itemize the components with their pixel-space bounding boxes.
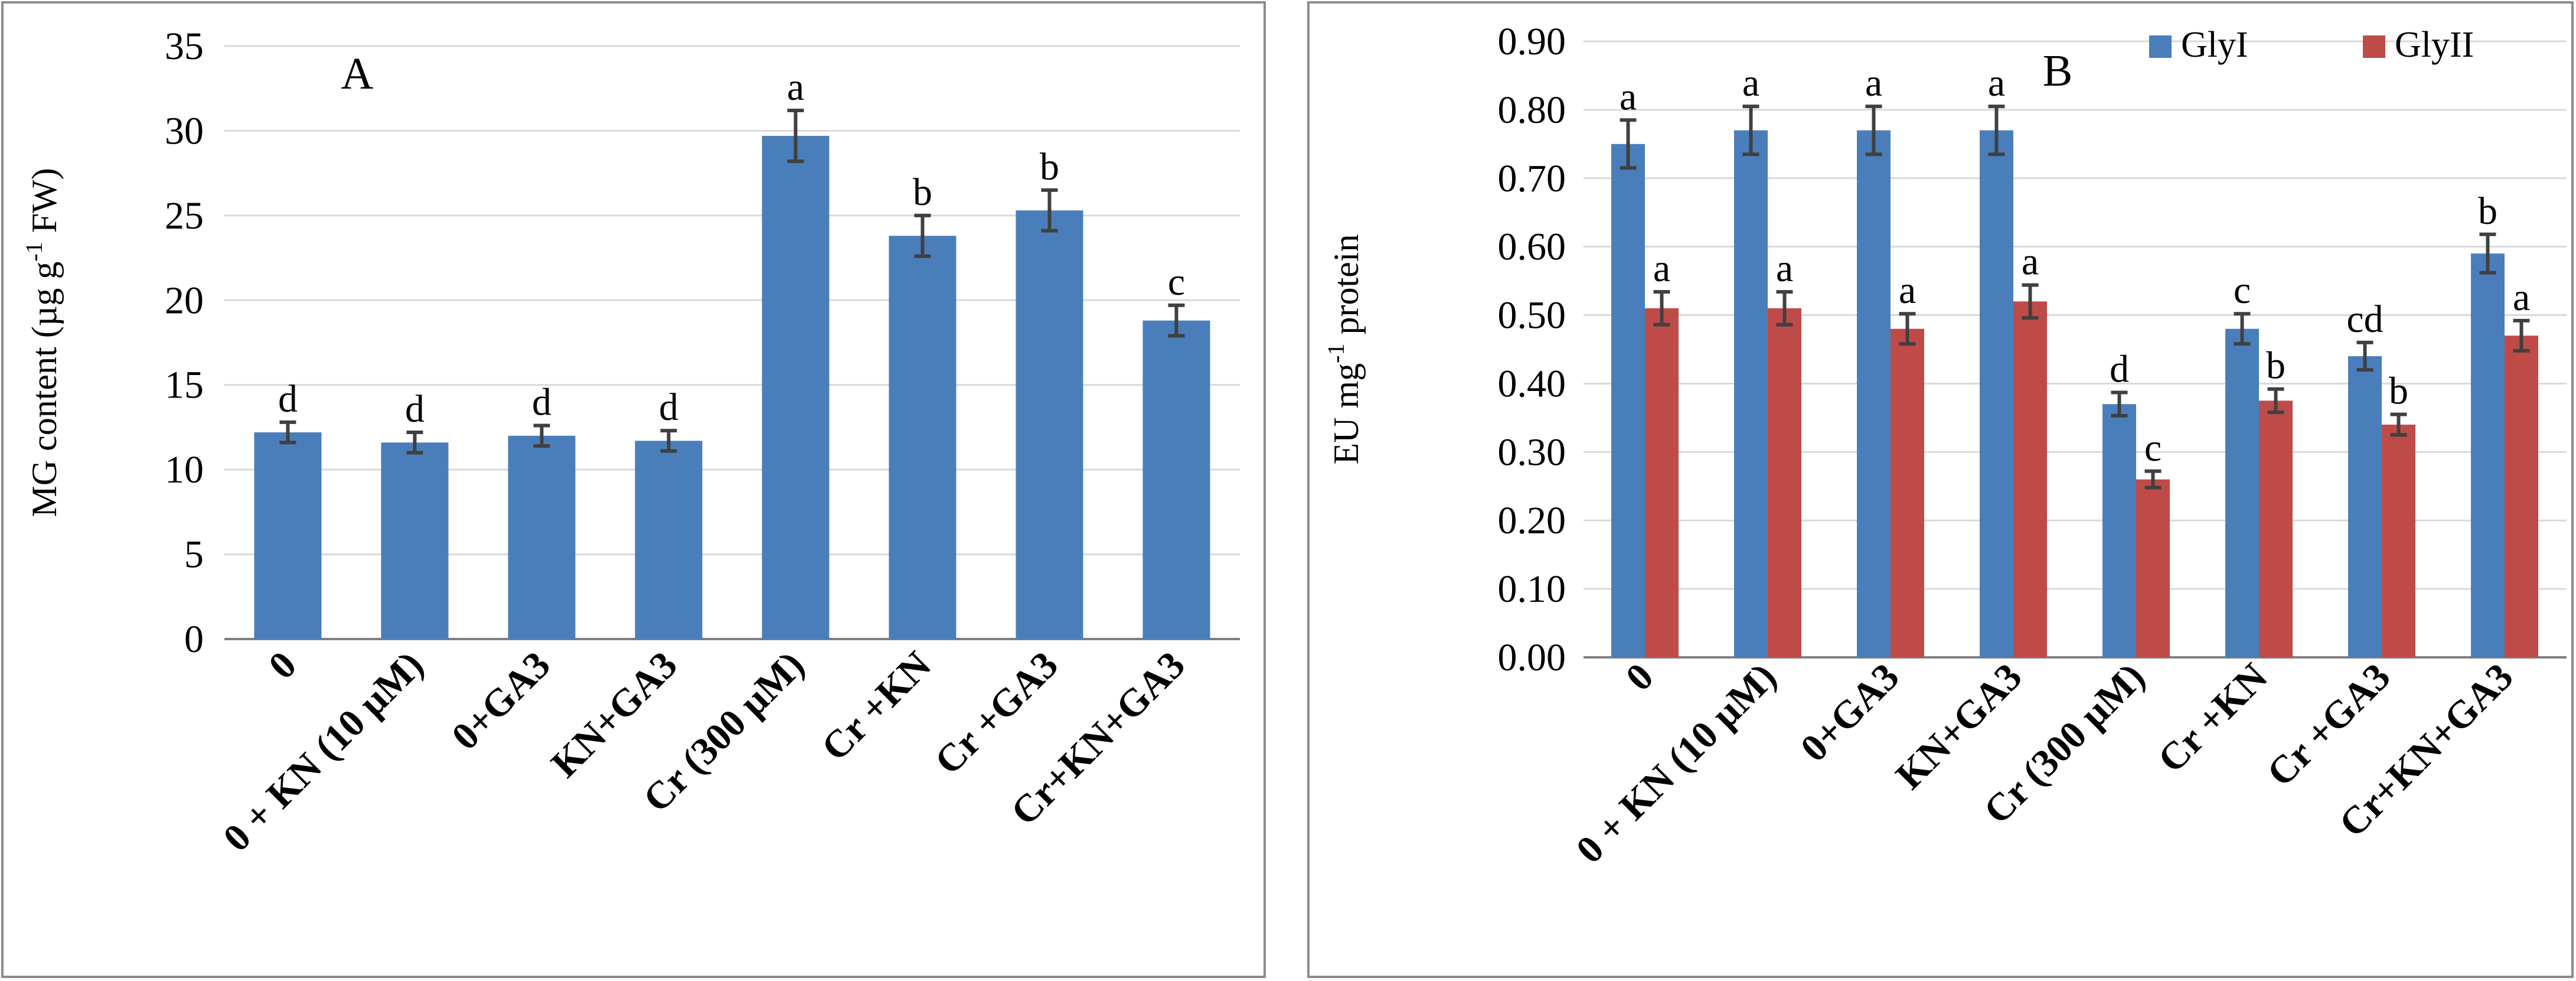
panel-b-ytick-label: 0.80 — [1498, 89, 1566, 132]
panel-a-significance-label: b — [913, 171, 932, 214]
panel-a-y-axis-label-sup: -1 — [21, 242, 47, 261]
panel-b-bar-glyii — [1645, 308, 1679, 657]
panel-b-bar-glyi — [1980, 130, 2013, 658]
panel-b-significance-label: a — [1988, 61, 2005, 105]
panel-a-significance-label: d — [532, 381, 551, 424]
panel-b-bar-glyii — [1891, 328, 1924, 657]
panel-b-significance-label: a — [1742, 61, 1759, 105]
panel-a-bar-mg-content — [635, 441, 703, 639]
panel-a-bar-mg-content — [889, 236, 956, 639]
panel-a-ytick-label: 20 — [165, 279, 204, 322]
panel-b-significance-label: a — [1620, 75, 1637, 118]
panel-a-significance-label: c — [1168, 260, 1185, 304]
panel-a-y-axis-label-part: MG content (µg g — [25, 262, 64, 517]
panel-a-bar-mg-content — [1016, 210, 1083, 639]
panel-b-ytick-label: 0.60 — [1498, 226, 1566, 269]
panel-a-bar-mg-content — [508, 435, 576, 639]
panel-a-bar-mg-content — [381, 442, 449, 639]
panel-b-significance-label: c — [2234, 269, 2251, 312]
panel-b-ytick-label: 0.40 — [1498, 362, 1566, 405]
panel-b-bar-glyii — [2136, 479, 2170, 657]
panel-a-ytick-label: 15 — [165, 364, 204, 407]
panel-a-bar-mg-content — [254, 432, 322, 639]
panel-b-legend-label: GlyII — [2395, 25, 2474, 65]
panel-b-significance-label: a — [1899, 269, 1916, 312]
panel-b-ytick-label: 0.70 — [1498, 157, 1566, 200]
panel-b-significance-label: c — [2144, 426, 2162, 470]
panel-b-y-axis-label-sup: -1 — [1323, 343, 1349, 363]
panel-b-bar-glyii — [2505, 335, 2538, 657]
panel-a-bar-mg-content — [1142, 320, 1210, 639]
panel-b-significance-label: a — [2513, 276, 2530, 319]
panel-b-significance-label: a — [1653, 247, 1670, 290]
panel-b-ytick-label: 0.50 — [1498, 294, 1566, 337]
panel-b-significance-label: b — [2266, 344, 2286, 387]
panel-b-y-axis-label: EU mg-1 protein — [1323, 234, 1366, 465]
panel-b-bar-glyi — [2471, 253, 2505, 657]
panel-a-significance-label: d — [659, 386, 678, 429]
panel-a-ytick-label: 0 — [184, 618, 204, 661]
panel-b-significance-label: a — [1865, 61, 1882, 105]
panel-a-label: A — [341, 49, 374, 99]
panel-b-bar-glyi — [2225, 328, 2259, 657]
panel-b-ytick-label: 0.10 — [1498, 568, 1566, 611]
panel-b-bar-glyii — [2013, 301, 2047, 657]
panel-a-y-axis-label: MG content (µg g-1 FW) — [21, 168, 64, 517]
panel-b-ytick-label: 0.90 — [1498, 20, 1566, 63]
panel-b-significance-label: a — [2022, 240, 2039, 283]
panel-b-y-axis-label-part: EU mg — [1327, 363, 1366, 465]
panel-a-significance-label: d — [278, 377, 298, 421]
panel-b-bar-glyi — [1857, 130, 1891, 658]
panel-b-ytick-label: 0.00 — [1498, 636, 1566, 679]
panel-b-legend-swatch — [2363, 35, 2385, 58]
panel-b-ytick-label: 0.30 — [1498, 431, 1566, 474]
panel-b-significance-label: a — [1776, 247, 1793, 290]
panel-b-ytick-label: 0.20 — [1498, 499, 1566, 542]
panel-a-ytick-label: 10 — [165, 448, 204, 491]
panel-b-significance-label: d — [2110, 348, 2129, 391]
panel-a-ytick-label: 5 — [184, 533, 204, 576]
panel-b-bar-glyi — [1734, 130, 1768, 658]
panel-b-significance-label: b — [2389, 370, 2408, 413]
panel-a-ytick-label: 35 — [165, 25, 204, 68]
panel-a-y-axis-label-part: FW) — [25, 168, 64, 242]
panel-a-ytick-label: 25 — [165, 194, 204, 237]
panel-b-bar-glyi — [1611, 144, 1645, 658]
panel-b-significance-label: b — [2478, 190, 2497, 233]
panel-b-legend-label: GlyI — [2181, 25, 2248, 65]
panel-b-bar-glyii — [2259, 400, 2293, 657]
panel-a-ytick-label: 30 — [165, 109, 204, 152]
panel-b-significance-label: cd — [2346, 298, 2383, 341]
panel-b-bar-glyii — [2382, 424, 2415, 657]
panel-a-significance-label: d — [405, 387, 425, 431]
panel-b-label: B — [2043, 46, 2073, 96]
panel-a-bar-mg-content — [762, 136, 830, 639]
panel-b-bar-glyii — [1768, 308, 1801, 657]
panel-a-significance-label: b — [1040, 145, 1059, 188]
panel-b-bar-glyi — [2348, 356, 2382, 657]
panel-b-bar-glyi — [2102, 404, 2136, 657]
panel-b-legend-swatch — [2149, 35, 2172, 58]
panel-a-significance-label: a — [787, 66, 804, 109]
panel-b-y-axis-label-part: protein — [1327, 234, 1366, 344]
